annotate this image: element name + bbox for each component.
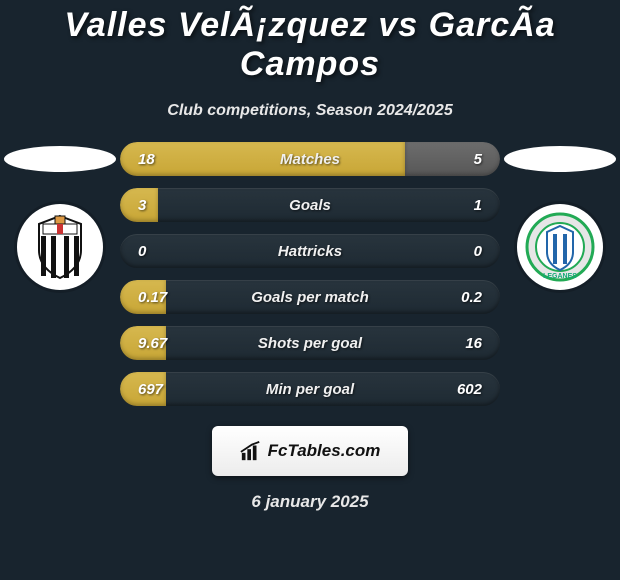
stat-label: Goals	[190, 197, 430, 214]
right-club-crest: LEGANES	[517, 204, 603, 290]
stat-row: 3Goals1	[120, 188, 500, 222]
stat-row: 18Matches5	[120, 142, 500, 176]
stat-value-right: 0.2	[430, 289, 500, 306]
stat-value-left: 0	[120, 243, 190, 260]
source-logo-text: FcTables.com	[268, 441, 381, 461]
stat-row: 697Min per goal602	[120, 372, 500, 406]
crest-left-icon	[23, 210, 97, 284]
stat-value-right: 0	[430, 243, 500, 260]
page-title: Valles VelÃ¡zquez vs GarcÃ­a Campos	[0, 0, 620, 84]
stat-value-right: 1	[430, 197, 500, 214]
stat-value-left: 697	[120, 381, 190, 398]
right-player-name-pill	[504, 146, 616, 172]
stat-label: Shots per goal	[190, 335, 430, 352]
stat-label: Min per goal	[190, 381, 430, 398]
date-label: 6 january 2025	[0, 492, 620, 512]
right-player-column: LEGANES	[500, 146, 620, 290]
left-player-name-pill	[4, 146, 116, 172]
stat-row: 0Hattricks0	[120, 234, 500, 268]
stat-value-left: 0.17	[120, 289, 190, 306]
stat-value-left: 3	[120, 197, 190, 214]
stat-label: Hattricks	[190, 243, 430, 260]
stat-value-right: 602	[430, 381, 500, 398]
stat-value-right: 5	[430, 151, 500, 168]
stat-label: Matches	[190, 151, 430, 168]
stat-value-left: 9.67	[120, 335, 190, 352]
svg-text:LEGANES: LEGANES	[543, 273, 577, 280]
crest-right-icon: LEGANES	[523, 210, 597, 284]
left-player-column	[0, 146, 120, 290]
stat-row: 9.67Shots per goal16	[120, 326, 500, 360]
stat-value-right: 16	[430, 335, 500, 352]
subtitle: Club competitions, Season 2024/2025	[0, 102, 620, 120]
left-club-crest	[17, 204, 103, 290]
stat-row: 0.17Goals per match0.2	[120, 280, 500, 314]
comparison-panel: 18Matches5 3Goals1 0Hattricks0 0.17Goals pe…	[0, 142, 620, 406]
source-logo: FcTables.com	[212, 426, 408, 476]
stat-value-left: 18	[120, 151, 190, 168]
bar-chart-icon	[240, 440, 262, 462]
stats-list: 18Matches5 3Goals1 0Hattricks0 0.17Goals pe…	[120, 142, 500, 406]
stat-label: Goals per match	[190, 289, 430, 306]
